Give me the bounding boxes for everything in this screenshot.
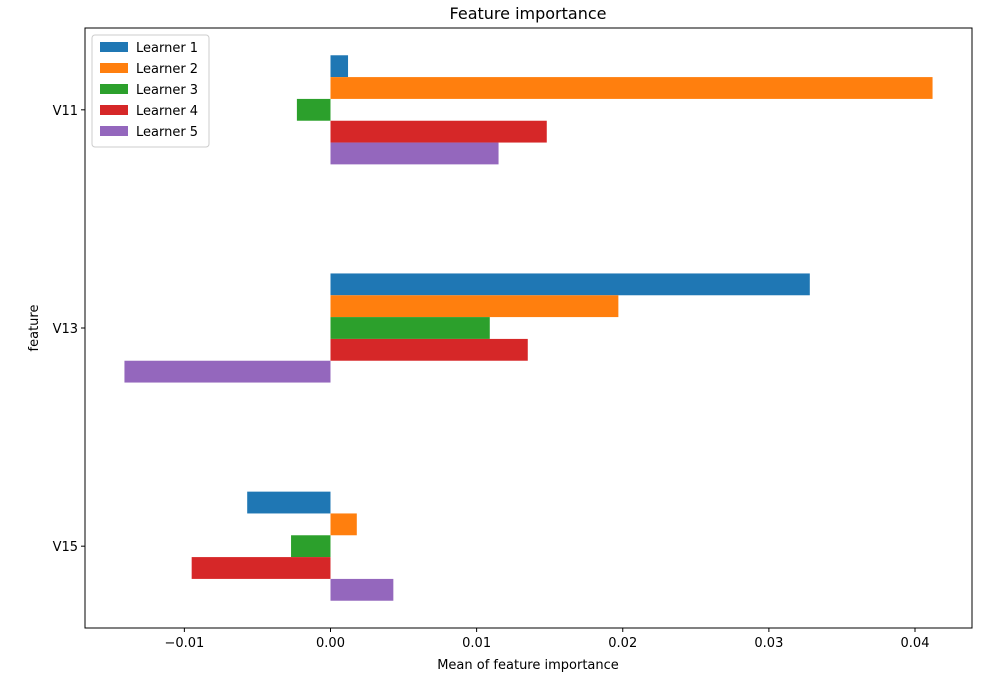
bar-v13-learner-3: [330, 317, 490, 339]
legend-label: Learner 4: [136, 104, 198, 119]
y-tick-label: V13: [53, 322, 78, 337]
legend-label: Learner 2: [136, 62, 198, 77]
legend-swatch: [100, 105, 128, 115]
x-tick-label: 0.00: [316, 636, 345, 651]
bar-v13-learner-2: [330, 295, 619, 318]
y-axis-label: feature: [27, 305, 42, 352]
legend-label: Learner 1: [136, 41, 198, 56]
y-tick-label: V11: [53, 104, 78, 119]
legend-label: Learner 5: [136, 125, 198, 140]
bar-v15-learner-3: [291, 535, 331, 558]
legend-swatch: [100, 42, 128, 52]
bar-v15-learner-5: [330, 578, 394, 601]
bar-v13-learner-1: [330, 273, 810, 296]
chart-title: Feature importance: [450, 4, 607, 23]
bar-v13-learner-4: [330, 338, 528, 361]
bar-v11-learner-1: [330, 55, 349, 78]
bar-v11-learner-5: [330, 142, 499, 165]
bar-v11-learner-3: [296, 98, 331, 121]
legend: Learner 1 Learner 2 Learner 3 Learner 4 Lear…: [91, 34, 210, 148]
x-tick-label: 0.04: [901, 636, 930, 651]
plot-frame: [84, 27, 973, 629]
bar-v11-learner-2: [330, 77, 933, 99]
legend-swatch: [100, 63, 128, 73]
x-tick-label: −0.01: [164, 636, 204, 651]
bar-v15-learner-2: [330, 513, 357, 536]
bars-group: [124, 55, 933, 601]
x-axis: −0.01 0.00 0.01 0.02 0.03 0.04: [164, 628, 929, 651]
bar-v11-learner-4: [330, 120, 547, 143]
x-axis-label: Mean of feature importance: [437, 658, 619, 673]
bar-v13-learner-5: [124, 360, 331, 383]
legend-swatch: [100, 126, 128, 136]
y-tick-label: V15: [53, 540, 78, 555]
x-tick-label: 0.03: [754, 636, 783, 651]
bar-v15-learner-1: [247, 491, 331, 514]
bar-v15-learner-4: [191, 557, 331, 579]
legend-label: Learner 3: [136, 83, 198, 98]
y-axis: V11 V13 V15: [53, 104, 85, 555]
x-tick-label: 0.02: [608, 636, 637, 651]
x-tick-label: 0.01: [462, 636, 491, 651]
legend-swatch: [100, 84, 128, 94]
